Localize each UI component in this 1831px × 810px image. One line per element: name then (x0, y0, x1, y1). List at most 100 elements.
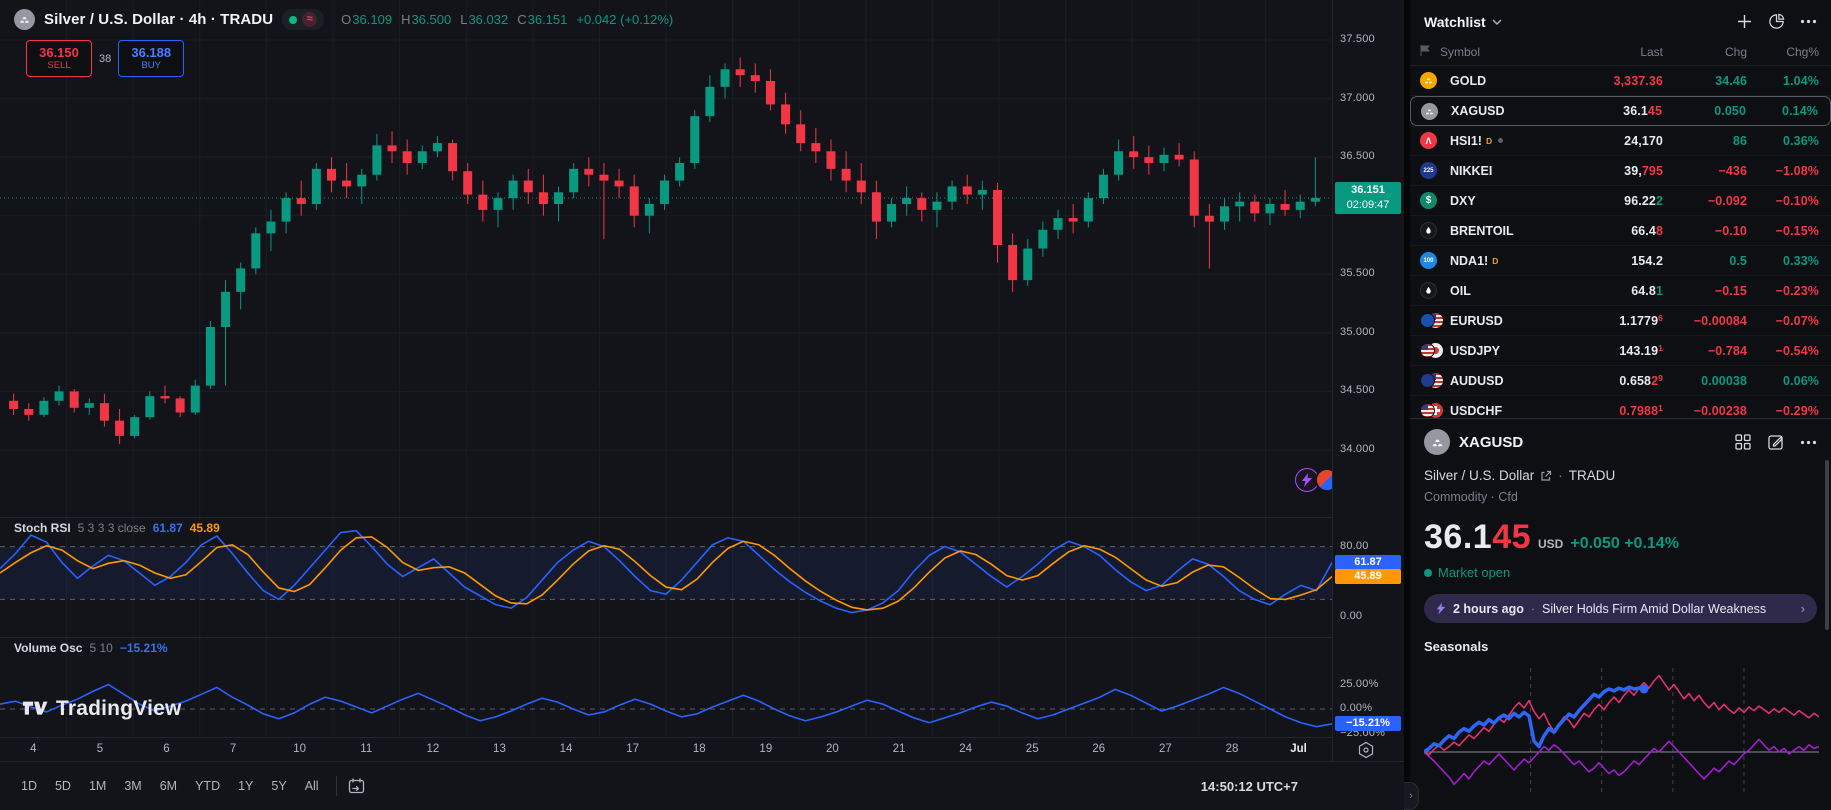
volume-osc-legend[interactable]: Volume Osc 5 10 −15.21% (14, 641, 168, 655)
panel-gutter (1404, 0, 1410, 810)
chg-value: −436 (1718, 163, 1747, 178)
watchlist-title-menu[interactable]: Watchlist (1424, 14, 1502, 30)
last-value: 96.222 (1624, 193, 1663, 208)
stoch-rsi-legend[interactable]: Stoch RSI 5 3 3 3 close 61.87 45.89 (14, 521, 220, 535)
pane-separator[interactable] (0, 637, 1404, 638)
chart-area: 37.500 37.000 36.500 35.500 35.000 34.500 34.0… (0, 0, 1404, 810)
symbol-icon: 100 (1420, 252, 1437, 269)
watchlist-row-AUDUSD[interactable]: AUDUSD 0.65829 0.00038 0.06% (1410, 366, 1831, 396)
market-status-pill[interactable]: ≈ (282, 9, 325, 30)
add-symbol-icon[interactable] (1736, 13, 1753, 30)
news-time: 2 hours ago (1453, 601, 1524, 616)
watchlist-row-EURUSD[interactable]: EURUSD 1.17796 −0.00084 −0.07% (1410, 306, 1831, 336)
currency-pair-icon (1420, 342, 1444, 359)
seasonals-chart[interactable] (1424, 662, 1819, 794)
chg-value: −0.00238 (1693, 403, 1747, 418)
range-1d[interactable]: 1D (21, 779, 37, 793)
symbol-name: NIKKEI (1450, 163, 1493, 178)
panel-scrollbar[interactable] (1825, 460, 1829, 630)
range-1y[interactable]: 1Y (238, 779, 254, 793)
watchlist-row-USDCHF[interactable]: USDCHF 0.79881 −0.00238 −0.29% (1410, 396, 1831, 418)
watchlist-row-XAGUSD[interactable]: XAGUSD 36.145 0.050 0.14% (1410, 96, 1831, 126)
range-5d[interactable]: 5D (54, 779, 71, 793)
compose-note-icon[interactable] (1767, 433, 1785, 451)
range-3m[interactable]: 3M (124, 779, 142, 793)
watchlist-more-icon[interactable] (1800, 19, 1817, 24)
volume-osc-value: −15.21% (119, 641, 168, 655)
tradingview-logo[interactable]: TradingView (22, 697, 182, 721)
delayed-badge: D (1492, 255, 1499, 266)
stoch-k-value: 61.87 (152, 521, 183, 535)
panel-collapse-handle[interactable]: › (1404, 782, 1419, 810)
watchlist-row-DXY[interactable]: $ DXY 96.222 −0.092 −0.10% (1410, 186, 1831, 216)
chgpct-value: −0.23% (1775, 283, 1819, 298)
symbol-name: USDCHF (1450, 403, 1503, 418)
bottom-toolbar: 1D 5D 1M 3M 6M YTD 1Y 5Y All 14:50:12 UTC+7 (0, 761, 1404, 810)
symbol-name: XAGUSD (1451, 104, 1505, 118)
price-axis[interactable]: 37.500 37.000 36.500 35.500 35.000 34.500 34.0… (1332, 0, 1404, 761)
last-value: 154.2 (1631, 253, 1663, 268)
column-chgpct[interactable]: Chg% (1786, 45, 1819, 59)
last-price-badge: 36.151 02:09:47 (1335, 182, 1401, 215)
time-axis[interactable]: 4 5 6 7 10 11 12 13 14 17 18 19 20 21 24 25 26 27 28 Jul (0, 737, 1332, 761)
time-label: 11 (360, 743, 373, 755)
column-chg[interactable]: Chg (1724, 45, 1747, 59)
range-6m[interactable]: 6M (159, 779, 178, 793)
main-chart-canvas[interactable] (0, 0, 1332, 517)
volume-osc-canvas[interactable] (0, 637, 1332, 737)
symbol-icon-silver[interactable] (14, 9, 35, 30)
watchlist-row-GOLD[interactable]: GOLD 3,337.36 34.46 1.04% (1410, 66, 1831, 96)
column-symbol[interactable]: Symbol (1440, 45, 1481, 59)
grid-layout-icon[interactable] (1734, 433, 1752, 451)
go-to-date-icon[interactable] (347, 777, 366, 796)
pane-separator[interactable] (0, 517, 1404, 518)
flag-column-icon[interactable] (1420, 45, 1440, 59)
market-status[interactable]: Market open (1424, 565, 1817, 580)
portfolio-pie-icon[interactable] (1767, 12, 1786, 31)
stoch-axis-label: 0.00 (1340, 610, 1363, 622)
column-last[interactable]: Last (1640, 45, 1663, 59)
detail-price-row: 36.145 USD +0.050 +0.14% (1424, 518, 1817, 557)
range-5y[interactable]: 5Y (271, 779, 287, 793)
last-value: 64.81 (1631, 283, 1663, 298)
watchlist-row-NDA1![interactable]: 100 NDA1! D 154.2 0.5 0.33% (1410, 246, 1831, 276)
stoch-rsi-canvas[interactable] (0, 517, 1332, 637)
watchlist-row-OIL[interactable]: OIL 64.81 −0.15 −0.23% (1410, 276, 1831, 306)
chgpct-value: −0.10% (1775, 193, 1819, 208)
symbol-title[interactable]: Silver / U.S. Dollar · 4h · TRADU (44, 11, 274, 28)
price-axis-label: 34.500 (1340, 384, 1375, 397)
chgpct-value: −0.07% (1775, 313, 1819, 328)
watchlist-row-BRENTOIL[interactable]: BRENTOIL 66.48 −0.10 −0.15% (1410, 216, 1831, 246)
chgpct-value: −1.08% (1775, 163, 1819, 178)
detail-more-icon[interactable] (1800, 440, 1817, 445)
time-label: 20 (826, 743, 839, 755)
sell-button[interactable]: 36.150 SELL (26, 40, 92, 77)
symbol-name: HSI1! D (1450, 134, 1571, 148)
currency-pair-icon (1420, 402, 1444, 418)
price-axis-label: 37.500 (1340, 33, 1375, 45)
symbol-name: NDA1! D (1450, 253, 1499, 268)
session-settings-icon[interactable] (1357, 741, 1375, 759)
range-ytd[interactable]: YTD (195, 779, 221, 793)
chg-value: 0.00038 (1701, 373, 1747, 388)
sell-price: 36.150 (39, 44, 79, 60)
buy-button[interactable]: 36.188 BUY (118, 40, 185, 77)
ohlc-values: O36.109 H36.500 L36.032 C36.151 +0.042 (+0.1… (341, 12, 673, 27)
time-label: 12 (426, 743, 440, 755)
seasonals-title[interactable]: Seasonals (1424, 639, 1489, 654)
time-label: 7 (229, 743, 237, 755)
external-link-icon[interactable] (1540, 470, 1552, 482)
pane-separator (0, 737, 1404, 738)
range-all[interactable]: All (304, 779, 319, 793)
chg-value: −0.10 (1714, 223, 1747, 238)
watchlist-row-USDJPY[interactable]: USDJPY 143.191 −0.784 −0.54% (1410, 336, 1831, 366)
time-label: 13 (493, 743, 506, 755)
watchlist-row-HSI1![interactable]: Λ HSI1! D 24,170 86 0.36% (1410, 126, 1831, 156)
clock[interactable]: 14:50:12 UTC+7 (1200, 778, 1298, 794)
ohlc-item: O36.109 (341, 12, 393, 27)
chgpct-value: −0.54% (1775, 343, 1819, 358)
watchlist-row-NIKKEI[interactable]: 225 NIKKEI 39,795 −436 −1.08% (1410, 156, 1831, 186)
news-headline-pill[interactable]: 2 hours ago · Silver Holds Firm Amid Dol… (1424, 594, 1817, 623)
range-1m[interactable]: 1M (88, 779, 107, 793)
detail-name[interactable]: Silver / U.S. Dollar (1424, 468, 1535, 483)
